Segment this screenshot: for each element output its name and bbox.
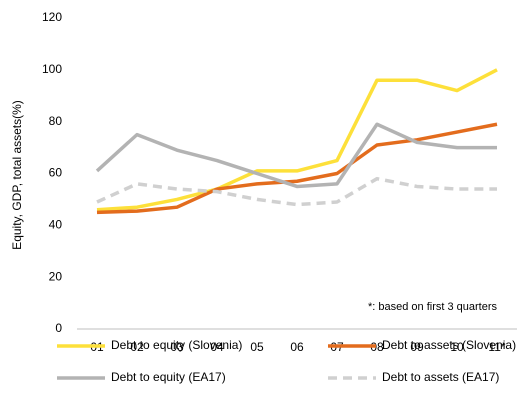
x-tick-label: 02 xyxy=(130,340,144,354)
y-tick-label: 20 xyxy=(49,269,63,283)
legend-label: Debt to equity (Slovenia) xyxy=(111,338,242,352)
series-line xyxy=(96,176,497,207)
y-tick-label: 40 xyxy=(49,218,63,232)
annotation: *: based on first 3 quarters xyxy=(368,301,498,313)
legend-label: Debt to assets (Slovenia) xyxy=(382,338,516,352)
y-axis-label: Equity, GDP, total assets(%) xyxy=(10,100,24,250)
x-tick-label: 10 xyxy=(450,340,464,354)
x-tick-label: 05 xyxy=(250,340,264,354)
x-tick-label: 09 xyxy=(410,340,424,354)
y-tick-label: 60 xyxy=(49,166,63,180)
x-tick-label: 03 xyxy=(170,340,184,354)
legend-label: Debt to assets (EA17) xyxy=(382,370,499,384)
y-tick-label: 120 xyxy=(42,10,62,24)
x-tick-label: 04 xyxy=(210,340,224,354)
y-tick-label: 80 xyxy=(49,114,63,128)
series-line xyxy=(96,122,498,215)
y-tick-label: 0 xyxy=(55,321,62,335)
series-line xyxy=(96,68,498,212)
x-tick-label: 08 xyxy=(370,340,384,354)
x-tick-label: 06 xyxy=(290,340,304,354)
legend-label: Debt to equity (EA17) xyxy=(111,370,226,384)
y-tick-label: 100 xyxy=(42,62,62,76)
x-tick-label: 11* xyxy=(488,340,505,354)
series-line xyxy=(95,122,497,189)
